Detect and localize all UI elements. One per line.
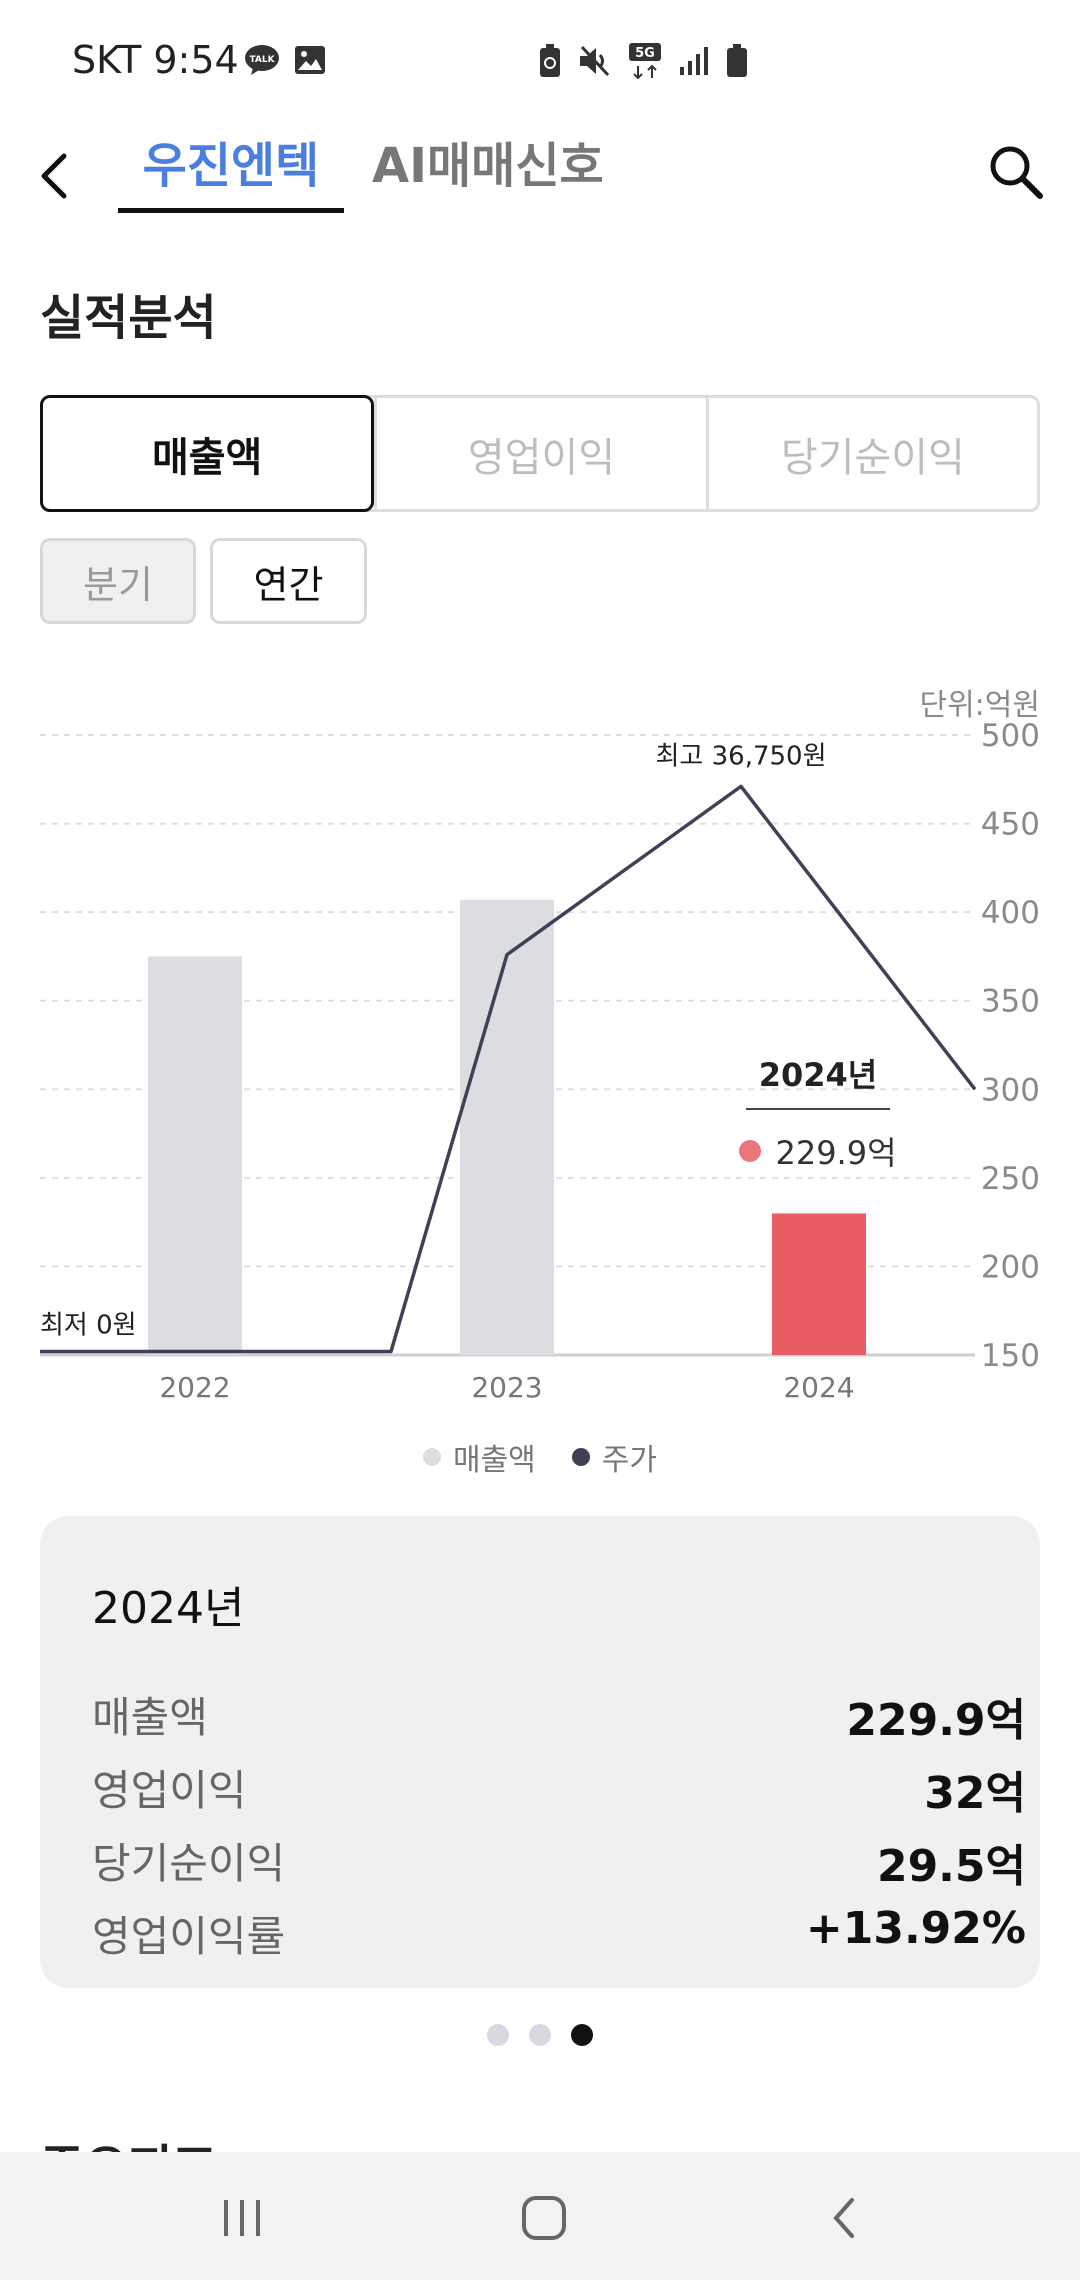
summary-label: 영업이익 [92, 1766, 247, 1815]
home-button[interactable] [514, 2188, 574, 2248]
y-tick-label: 300 [981, 1072, 1040, 1108]
signal-icon [678, 45, 710, 81]
min-price-annotation: 최저 0원 [40, 1310, 137, 1340]
revenue-bar [148, 956, 242, 1355]
summary-row-net-income: 당기순이익 29.5억 [92, 1830, 1026, 1892]
y-tick-label: 450 [981, 807, 1040, 843]
y-tick-label: 200 [981, 1249, 1040, 1285]
legend-dot-revenue [422, 1448, 441, 1466]
summary-year: 2024년 [92, 1583, 245, 1634]
tab-company[interactable]: 우진엔텍 [142, 138, 320, 194]
y-tick-label: 400 [981, 895, 1040, 931]
mute-icon [578, 45, 612, 81]
revenue-bar [772, 1213, 866, 1355]
status-right-icons: 5G [538, 42, 748, 84]
metric-tab-net-income[interactable]: 당기순이익 [705, 398, 1037, 509]
home-icon [522, 2196, 566, 2240]
x-tick-label: 2024 [783, 1371, 854, 1404]
tooltip-row: 229.9억 [739, 1128, 897, 1174]
pager-dot[interactable] [529, 2024, 551, 2046]
status-time: SKT 9:54 [72, 38, 239, 82]
tooltip-title: 2024년 [746, 1050, 890, 1110]
summary-card: 2024년 매출액 229.9억 영업이익 32억 당기순이익 29.5억 영업… [40, 1516, 1040, 1988]
search-button[interactable] [984, 140, 1048, 204]
y-tick-label: 250 [981, 1161, 1040, 1197]
period-annual-button[interactable]: 연간 [210, 538, 367, 624]
summary-value: 29.5억 [876, 1841, 1026, 1892]
battery-saver-icon [538, 44, 562, 82]
system-nav-bar [0, 2152, 1080, 2280]
tooltip-dot [739, 1140, 762, 1162]
summary-label: 영업이익률 [92, 1912, 286, 1961]
search-icon [990, 146, 1043, 199]
legend-item-price: 주가 [571, 1435, 657, 1479]
section-title: 실적분석 [40, 290, 217, 346]
y-tick-label: 350 [981, 984, 1040, 1020]
summary-row-operating-profit: 영업이익 32억 [92, 1757, 1026, 1819]
y-tick-label: 500 [981, 718, 1040, 754]
period-quarterly-button[interactable]: 분기 [40, 538, 196, 624]
recent-apps-button[interactable] [212, 2188, 272, 2248]
legend-label-revenue: 매출액 [452, 1443, 536, 1478]
revenue-bar [460, 899, 554, 1355]
tooltip-value: 229.9억 [775, 1134, 897, 1172]
summary-value: 32억 [924, 1768, 1026, 1819]
tab-ai-signal[interactable]: AI매매신호 [372, 138, 604, 194]
performance-chart: 500 450 400 350 300 250 200 150 2022 2023 2024 최고 3… [40, 718, 1040, 1404]
summary-value: +13.92% [805, 1903, 1026, 1954]
price-line [40, 784, 977, 1354]
svg-text:5G: 5G [635, 46, 655, 61]
system-back-button[interactable] [816, 2188, 876, 2248]
pager-dots [0, 2024, 1080, 2046]
summary-row-operating-margin: 영업이익률 +13.92% [92, 1903, 1026, 1963]
tab-active-indicator [118, 208, 344, 213]
chart-unit-label: 단위:억원 [919, 688, 1040, 723]
recent-apps-icon [224, 2200, 260, 2236]
x-tick-label: 2022 [159, 1371, 230, 1404]
x-tick-label: 2023 [471, 1371, 542, 1404]
legend-label-price: 주가 [601, 1443, 657, 1478]
legend-dot-price [571, 1448, 590, 1466]
summary-value: 229.9억 [846, 1695, 1026, 1746]
status-bar: SKT 9:54 TALK 5G [0, 0, 1080, 120]
status-left-icons: TALK [244, 44, 326, 80]
pager-dot[interactable] [487, 2024, 509, 2046]
kakaotalk-icon: TALK [244, 44, 280, 80]
chart-legend: 매출액 주가 [0, 1435, 1080, 1479]
legend-item-revenue: 매출액 [422, 1435, 536, 1479]
max-price-annotation: 최고 36,750원 [656, 741, 827, 771]
network-5g-icon: 5G [628, 42, 662, 84]
svg-text:TALK: TALK [249, 55, 275, 65]
back-button[interactable] [30, 142, 90, 202]
metric-tabs: 매출액 영업이익 당기순이익 [40, 395, 1040, 512]
summary-label: 당기순이익 [92, 1839, 286, 1888]
battery-icon [726, 44, 748, 82]
pager-dot-active[interactable] [571, 2024, 593, 2046]
chart-tooltip: 2024년 229.9억 [739, 1050, 897, 1174]
summary-row-revenue: 매출액 229.9억 [92, 1684, 1026, 1746]
gallery-icon [294, 45, 326, 79]
metric-tab-revenue[interactable]: 매출액 [40, 395, 375, 512]
header: 우진엔텍 AI매매신호 [0, 120, 1080, 220]
back-arrow-icon [41, 153, 67, 199]
metric-tab-operating-profit[interactable]: 영업이익 [374, 398, 705, 509]
y-tick-label: 150 [981, 1338, 1040, 1374]
system-back-icon [833, 2198, 854, 2238]
summary-label: 매출액 [92, 1693, 208, 1742]
